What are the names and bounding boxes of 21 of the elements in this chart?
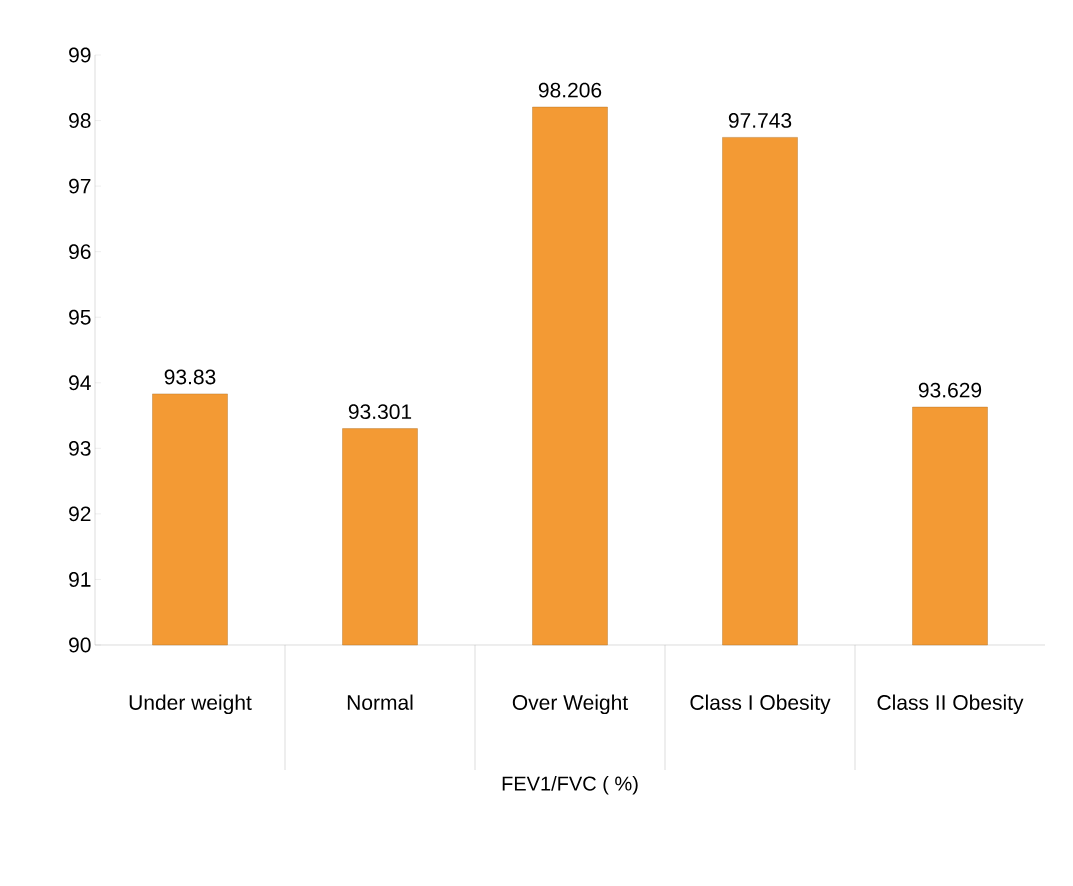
y-tick-label: 98 <box>69 113 91 128</box>
y-tick-label: 90 <box>69 637 91 653</box>
x-tick-label: Normal <box>347 694 413 710</box>
y-tick-label: 99 <box>69 47 91 63</box>
y-tick-label: 92 <box>69 506 91 522</box>
y-tick-label: 96 <box>69 244 91 260</box>
data-label: 93.629 <box>918 382 982 398</box>
x-tick-label: Class II Obesity <box>877 694 1024 715</box>
x-tick-label: Under weight <box>129 694 252 715</box>
y-tick-label: 95 <box>69 309 91 325</box>
y-tick-label: 97 <box>69 178 91 194</box>
data-label: 98.206 <box>538 82 602 98</box>
data-label: 97.743 <box>728 113 792 128</box>
data-label: 93.301 <box>348 404 412 420</box>
y-tick-label: 93 <box>69 440 91 456</box>
data-label: 93.83 <box>164 369 216 385</box>
y-tick-label: 94 <box>69 375 91 391</box>
x-axis-title: FEV1/FVC ( %) <box>502 775 638 795</box>
x-tick-label: Class I Obesity <box>690 694 831 715</box>
y-tick-label: 91 <box>69 572 91 587</box>
x-tick-label: Over Weight <box>512 694 628 715</box>
